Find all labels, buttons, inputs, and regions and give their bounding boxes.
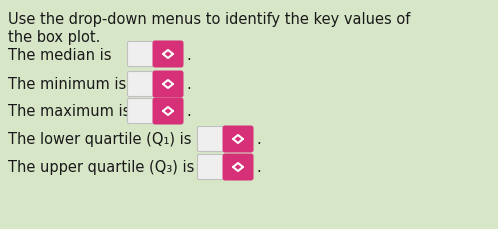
FancyBboxPatch shape bbox=[152, 71, 183, 98]
FancyBboxPatch shape bbox=[127, 72, 154, 97]
Text: .: . bbox=[256, 160, 261, 175]
FancyBboxPatch shape bbox=[198, 155, 225, 180]
FancyBboxPatch shape bbox=[152, 98, 183, 125]
Text: .: . bbox=[186, 104, 191, 119]
FancyBboxPatch shape bbox=[198, 127, 225, 152]
Text: The median is: The median is bbox=[8, 47, 112, 62]
Text: Use the drop-down menus to identify the key values of: Use the drop-down menus to identify the … bbox=[8, 12, 410, 27]
Text: The maximum is: The maximum is bbox=[8, 104, 130, 119]
Text: .: . bbox=[256, 132, 261, 147]
FancyBboxPatch shape bbox=[223, 126, 253, 153]
FancyBboxPatch shape bbox=[127, 99, 154, 124]
Text: The upper quartile (Q₃) is: The upper quartile (Q₃) is bbox=[8, 160, 194, 175]
Text: the box plot.: the box plot. bbox=[8, 30, 101, 45]
FancyBboxPatch shape bbox=[223, 154, 253, 181]
Text: The lower quartile (Q₁) is: The lower quartile (Q₁) is bbox=[8, 132, 192, 147]
FancyBboxPatch shape bbox=[152, 41, 183, 68]
FancyBboxPatch shape bbox=[127, 42, 154, 67]
Text: .: . bbox=[186, 77, 191, 92]
Text: .: . bbox=[186, 47, 191, 62]
Text: The minimum is: The minimum is bbox=[8, 77, 126, 92]
